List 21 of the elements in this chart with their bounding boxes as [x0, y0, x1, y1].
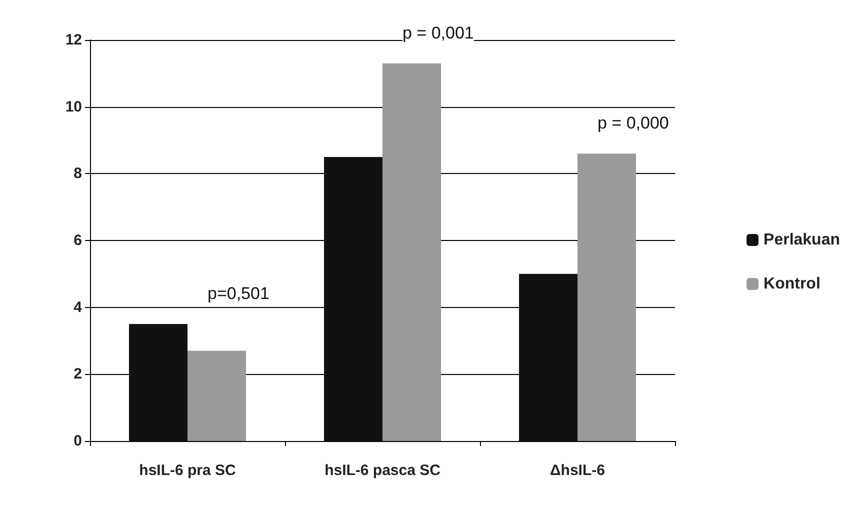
bar — [188, 350, 246, 441]
x-tick-label: hsIL-6 pasca SC — [324, 462, 441, 479]
annotation: p = 0,001 — [402, 23, 474, 42]
legend-label: Kontrol — [764, 276, 820, 292]
y-tick-label: 8 — [74, 165, 82, 182]
bar — [519, 274, 578, 441]
x-tick-label: ΔhsIL-6 — [550, 462, 605, 479]
y-tick-label: 2 — [74, 366, 82, 383]
annotation: p=0,501 — [208, 284, 270, 304]
y-tick-label: 6 — [74, 232, 82, 249]
legend-label: Perlakuan — [764, 232, 840, 248]
y-tick-label: 10 — [65, 98, 82, 116]
bar — [324, 156, 382, 441]
annotation: p = 0,000 — [598, 114, 669, 133]
bar — [578, 154, 636, 441]
bar — [129, 324, 188, 441]
y-tick-label: 12 — [65, 32, 82, 48]
x-tick-label: hsIL-6 pra SC — [139, 462, 236, 479]
y-tick-label: 0 — [74, 432, 82, 450]
y-tick-label: 4 — [74, 298, 83, 316]
bar — [382, 63, 441, 441]
